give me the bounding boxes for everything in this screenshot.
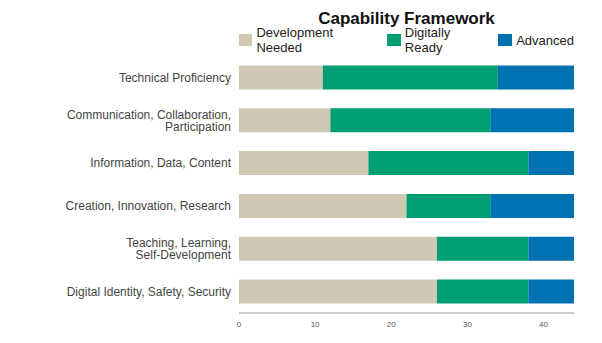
- svg-text:Information, Data, Content: Information, Data, Content: [90, 156, 231, 170]
- html-text:Capability Framework: Capability Framework: [318, 9, 495, 28]
- html-text:Advanced: Advanced: [516, 32, 574, 48]
- svg-text:40: 40: [539, 320, 548, 329]
- svg-text:10: 10: [311, 320, 320, 329]
- html-text:Digitally Ready: Digitally Ready: [404, 25, 451, 55]
- svg-text:20: 20: [387, 320, 396, 329]
- svg-text:Digital Identity, Safety, Secu: Digital Identity, Safety, Security: [67, 285, 231, 299]
- html-text:Development Needed: Development Needed: [256, 25, 334, 55]
- svg-text:Creation, Innovation, Research: Creation, Innovation, Research: [66, 199, 231, 213]
- svg-text:Teaching, Learning,Self-Develo: Teaching, Learning,Self-Development: [126, 236, 231, 262]
- svg-text:Communication, Collaboration,P: Communication, Collaboration,Participati…: [67, 108, 231, 134]
- svg-text:30: 30: [463, 320, 472, 329]
- svg-text:0: 0: [237, 320, 242, 329]
- svg-text:Technical Proficiency: Technical Proficiency: [119, 71, 231, 85]
